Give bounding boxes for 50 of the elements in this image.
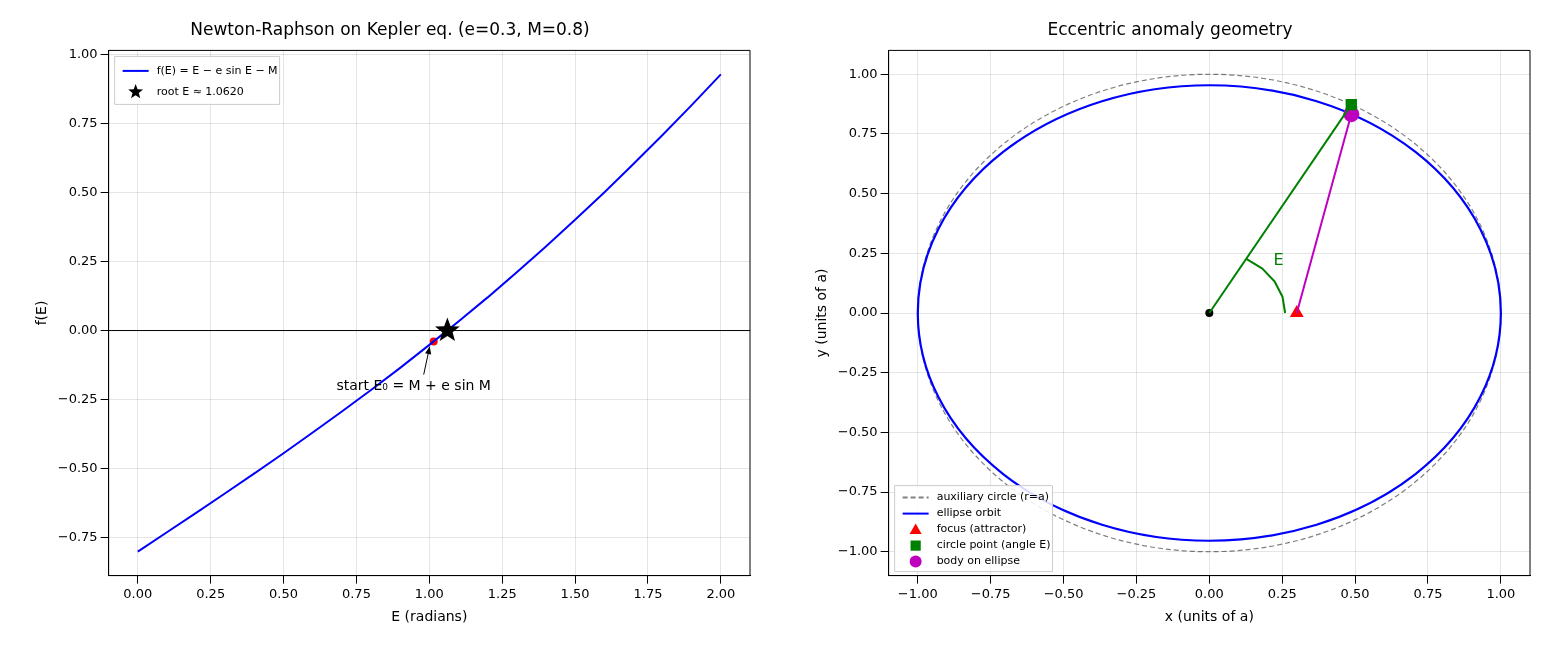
y-tick-label: −0.75 [837,483,878,499]
y-axis-title: y (units of a) [813,268,830,358]
y-tick-label: 0.50 [848,185,878,201]
x-tick-label: 0.75 [1413,585,1443,601]
y-tick-label: −0.25 [837,364,878,380]
y-tick-label: −0.50 [57,460,98,476]
annotation: start E₀ = M + e sin M [336,377,491,394]
legend-label: f(E) = E − e sin E − M [156,63,278,77]
legend-label: focus (attractor) [936,522,1027,536]
x-tick-label: 1.75 [633,585,663,601]
x-tick-label: −1.00 [897,585,938,601]
legend-label: root E ≈ 1.0620 [156,84,244,98]
y-tick-label: 0.75 [68,114,98,130]
y-tick-label: 0.50 [68,183,98,199]
x-tick-label: −0.75 [970,585,1011,601]
y-tick-label: 0.25 [848,244,878,260]
legend-label: circle point (angle E) [936,538,1051,552]
annotation: E [1273,249,1284,269]
annotation: auxiliary circle (r=a) [936,490,1050,504]
x-tick-label: 0.50 [269,585,299,601]
x-tick-label: 0.50 [1340,585,1370,601]
y-tick-label: 0.00 [68,321,98,337]
x-tick-label: 0.00 [1194,585,1224,601]
x-tick-label: 0.25 [1267,585,1297,601]
x-axis-title: E (radians) [391,608,468,625]
x-tick-label: −0.25 [1116,585,1157,601]
x-tick-label: 0.25 [196,585,226,601]
x-tick-label: 2.00 [706,585,736,601]
x-tick-label: 1.00 [414,585,444,601]
annotation: ellipse orbit [936,506,1002,520]
chart-title: Newton-Raphson on Kepler eq. (e=0.3, M=0.8) [190,18,590,39]
chart-title: Eccentric anomaly geometry [1047,18,1293,39]
x-axis-title: x (units of a) [1164,608,1254,625]
y-tick-label: −0.25 [57,390,98,406]
x-tick-label: 1.00 [1486,585,1516,601]
y-tick-label: 0.25 [68,252,98,268]
y-tick-label: 1.00 [848,65,878,81]
y-tick-label: 0.75 [848,125,878,141]
legend-label: body on ellipse [936,554,1021,568]
x-tick-label: 1.25 [487,585,517,601]
x-tick-label: 0.00 [123,585,153,601]
x-tick-label: 1.50 [560,585,590,601]
y-axis-title: f(E) [33,300,50,326]
y-tick-label: −0.50 [837,423,878,439]
y-tick-label: 0.00 [848,304,878,320]
y-tick-label: 1.00 [68,45,98,61]
x-tick-label: 0.75 [341,585,371,601]
y-tick-label: −0.75 [57,529,98,545]
x-tick-label: −0.50 [1043,585,1084,601]
y-tick-label: −1.00 [837,543,878,559]
